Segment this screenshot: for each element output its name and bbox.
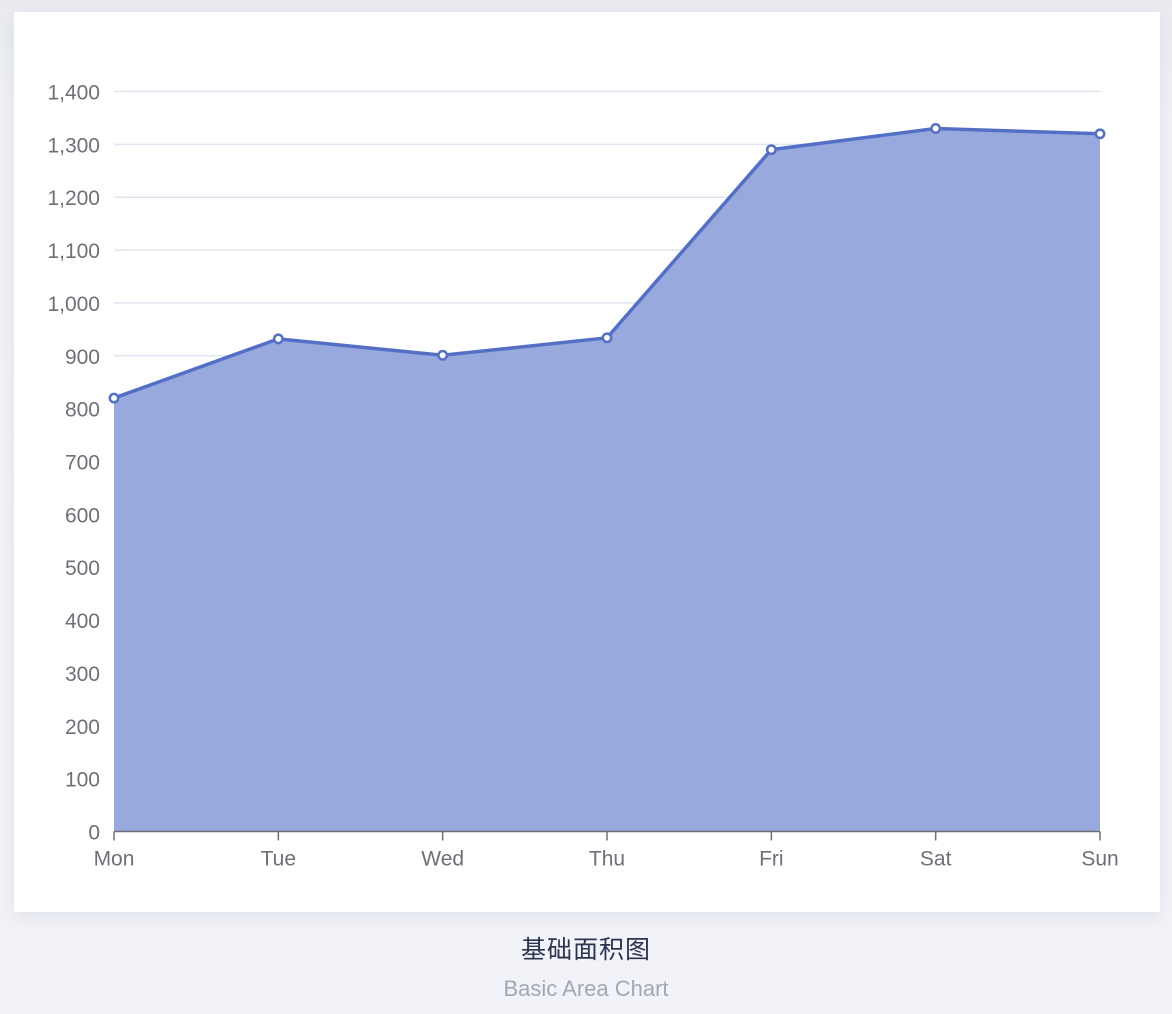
y-tick-label: 1,000 — [47, 293, 100, 316]
y-tick-label: 1,200 — [47, 187, 100, 210]
data-point[interactable] — [930, 123, 942, 134]
data-point[interactable] — [272, 333, 284, 345]
y-tick-label: 1,100 — [47, 240, 100, 263]
x-axis — [113, 830, 1101, 841]
x-tick-label: Thu — [589, 848, 625, 871]
y-tick-label: 900 — [65, 346, 100, 369]
x-tick-label: Tue — [261, 848, 296, 871]
x-axis-labels: Mon Tue Wed Thu Fri Sat Sun — [94, 848, 1119, 871]
series-area — [113, 126, 1101, 832]
area-chart: 0 100 200 300 400 500 600 700 800 900 1,000 1,100 1,… — [47, 82, 1119, 871]
y-tick-label: 1,300 — [47, 134, 100, 157]
y-tick-label: 300 — [65, 663, 100, 686]
x-tick-label: Wed — [421, 848, 464, 871]
y-tick-label: 600 — [65, 504, 100, 527]
y-tick-label: 400 — [65, 610, 100, 633]
data-point[interactable] — [437, 349, 449, 361]
data-point[interactable] — [765, 144, 777, 156]
x-tick-label: Fri — [759, 848, 784, 871]
y-tick-label: 100 — [65, 769, 100, 792]
data-point[interactable] — [1094, 128, 1106, 140]
data-point[interactable] — [601, 332, 613, 344]
y-tick-label: 0 — [88, 822, 100, 845]
data-point[interactable] — [108, 392, 120, 404]
x-tick-label: Sun — [1081, 848, 1118, 871]
y-tick-label: 700 — [65, 452, 100, 475]
data-points — [108, 123, 1106, 404]
caption-title: 基础面积图 — [520, 935, 651, 964]
x-tick-label: Mon — [94, 848, 135, 871]
y-tick-label: 500 — [65, 557, 100, 580]
y-tick-label: 1,400 — [47, 82, 100, 105]
x-tick-label: Sat — [920, 848, 952, 871]
area-fill — [114, 128, 1100, 832]
chart-card: 0 100 200 300 400 500 600 700 800 900 1,000 1,100 1,… — [14, 12, 1160, 912]
y-axis-labels: 0 100 200 300 400 500 600 700 800 900 1,000 1,100 1,… — [47, 82, 100, 845]
caption-subtitle: Basic Area Chart — [503, 976, 669, 1001]
y-tick-label: 800 — [65, 399, 100, 422]
y-tick-label: 200 — [65, 716, 100, 739]
